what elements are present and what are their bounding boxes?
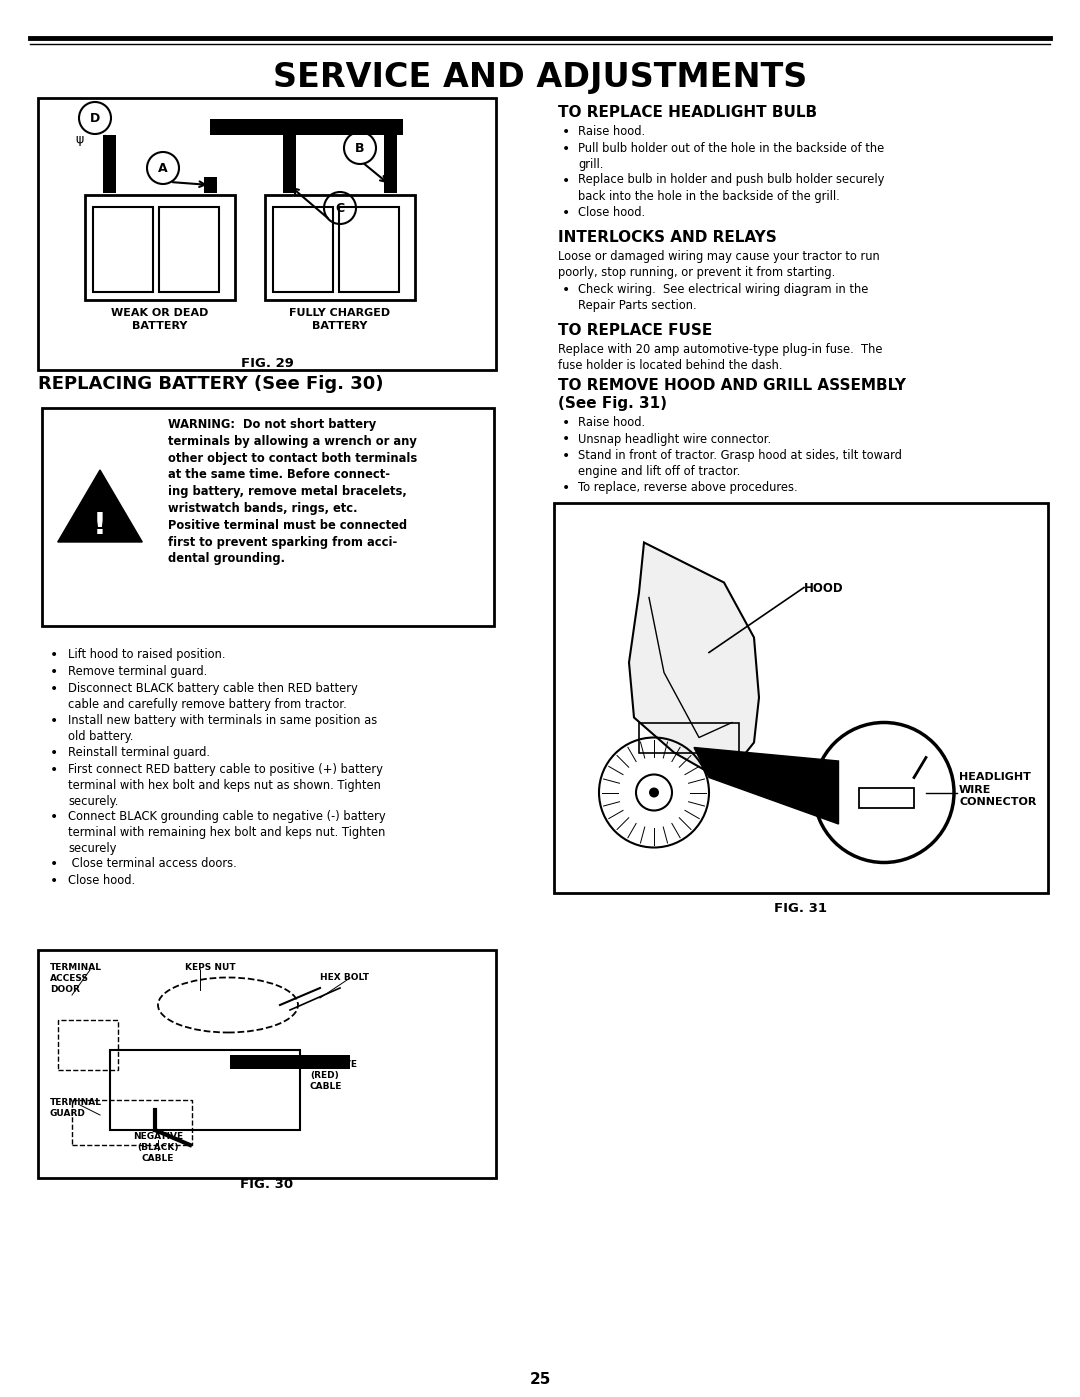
Polygon shape xyxy=(694,747,838,824)
Text: WEAK OR DEAD
BATTERY: WEAK OR DEAD BATTERY xyxy=(111,307,208,331)
Text: (See Fig. 31): (See Fig. 31) xyxy=(558,395,667,411)
Bar xyxy=(273,207,333,292)
Text: FIG. 29: FIG. 29 xyxy=(241,358,294,370)
Text: KEPS NUT: KEPS NUT xyxy=(185,963,235,972)
Text: HEADLIGHT
WIRE
CONNECTOR: HEADLIGHT WIRE CONNECTOR xyxy=(959,773,1037,807)
Text: •: • xyxy=(50,665,58,679)
Bar xyxy=(204,177,217,193)
Text: •: • xyxy=(50,648,58,662)
Text: HEX BOLT: HEX BOLT xyxy=(320,972,369,982)
Bar xyxy=(85,196,235,300)
Text: •: • xyxy=(50,875,58,888)
Text: TO REMOVE HOOD AND GRILL ASSEMBLY: TO REMOVE HOOD AND GRILL ASSEMBLY xyxy=(558,379,906,393)
Text: REPLACING BATTERY (See Fig. 30): REPLACING BATTERY (See Fig. 30) xyxy=(38,374,383,393)
Text: Unsnap headlight wire connector.: Unsnap headlight wire connector. xyxy=(578,433,771,446)
Text: NEGATIVE
(BLACK)
CABLE: NEGATIVE (BLACK) CABLE xyxy=(133,1132,184,1164)
Bar xyxy=(859,788,914,807)
Bar xyxy=(42,408,494,626)
Text: FULLY CHARGED
BATTERY: FULLY CHARGED BATTERY xyxy=(289,307,391,331)
Bar xyxy=(230,1055,350,1069)
Bar xyxy=(283,136,296,193)
Bar xyxy=(384,136,397,193)
Text: Stand in front of tractor. Grasp hood at sides, tilt toward
engine and lift off : Stand in front of tractor. Grasp hood at… xyxy=(578,448,902,478)
Text: •: • xyxy=(50,714,58,728)
Bar xyxy=(72,1099,192,1146)
Text: •: • xyxy=(562,173,570,187)
Text: D: D xyxy=(90,112,100,124)
Text: •: • xyxy=(562,141,570,155)
Bar xyxy=(265,196,415,300)
Text: Replace with 20 amp automotive-type plug-in fuse.  The
fuse holder is located be: Replace with 20 amp automotive-type plug… xyxy=(558,344,882,372)
Text: Close hood.: Close hood. xyxy=(578,205,645,218)
Text: Pull bulb holder out of the hole in the backside of the
grill.: Pull bulb holder out of the hole in the … xyxy=(578,141,885,170)
Text: Lift hood to raised position.: Lift hood to raised position. xyxy=(68,648,226,661)
Text: TERMINAL
GUARD: TERMINAL GUARD xyxy=(50,1098,102,1118)
Text: TERMINAL
ACCESS
DOOR: TERMINAL ACCESS DOOR xyxy=(50,963,102,995)
Text: POSITIVE
(RED)
CABLE: POSITIVE (RED) CABLE xyxy=(310,1060,357,1091)
Text: Connect BLACK grounding cable to negative (-) battery
terminal with remaining he: Connect BLACK grounding cable to negativ… xyxy=(68,810,386,855)
Text: WARNING:  Do not short battery
terminals by allowing a wrench or any
other objec: WARNING: Do not short battery terminals … xyxy=(168,418,417,566)
Bar xyxy=(58,1020,118,1070)
Bar xyxy=(339,207,399,292)
Text: TO REPLACE HEADLIGHT BULB: TO REPLACE HEADLIGHT BULB xyxy=(558,105,818,120)
Text: •: • xyxy=(562,481,570,495)
Circle shape xyxy=(649,788,659,798)
Polygon shape xyxy=(629,542,759,773)
Text: Replace bulb in holder and push bulb holder securely
back into the hole in the b: Replace bulb in holder and push bulb hol… xyxy=(578,173,885,203)
Bar xyxy=(554,503,1048,893)
Text: Install new battery with terminals in same position as
old battery.: Install new battery with terminals in sa… xyxy=(68,714,377,743)
Text: Raise hood.: Raise hood. xyxy=(578,124,645,138)
Text: •: • xyxy=(562,448,570,462)
Text: To replace, reverse above procedures.: To replace, reverse above procedures. xyxy=(578,481,798,495)
Text: 25: 25 xyxy=(529,1372,551,1387)
Bar xyxy=(210,119,403,136)
Bar xyxy=(103,177,116,193)
Text: Loose or damaged wiring may cause your tractor to run
poorly, stop running, or p: Loose or damaged wiring may cause your t… xyxy=(558,250,880,279)
Text: !: ! xyxy=(93,511,107,541)
Text: SERVICE AND ADJUSTMENTS: SERVICE AND ADJUSTMENTS xyxy=(273,61,807,95)
Text: •: • xyxy=(50,810,58,824)
Text: FIG. 31: FIG. 31 xyxy=(774,902,827,915)
Bar xyxy=(384,177,397,193)
Circle shape xyxy=(95,553,105,563)
Bar xyxy=(283,177,296,193)
Text: ψ: ψ xyxy=(76,134,84,147)
Text: B: B xyxy=(355,141,365,155)
Text: Disconnect BLACK battery cable then RED battery
cable and carefully remove batte: Disconnect BLACK battery cable then RED … xyxy=(68,682,357,711)
Text: •: • xyxy=(562,284,570,298)
Text: •: • xyxy=(562,416,570,430)
Text: •: • xyxy=(562,205,570,219)
Text: INTERLOCKS AND RELAYS: INTERLOCKS AND RELAYS xyxy=(558,231,777,244)
Text: Close hood.: Close hood. xyxy=(68,875,135,887)
Bar xyxy=(159,207,219,292)
Text: Remove terminal guard.: Remove terminal guard. xyxy=(68,665,207,678)
Bar xyxy=(93,207,153,292)
Text: •: • xyxy=(562,124,570,138)
Text: FIG. 30: FIG. 30 xyxy=(241,1178,294,1192)
Text: HOOD: HOOD xyxy=(804,583,843,595)
Text: +: + xyxy=(384,182,395,196)
Text: −: − xyxy=(283,182,295,196)
Bar xyxy=(639,722,739,753)
Text: Check wiring.  See electrical wiring diagram in the
Repair Parts section.: Check wiring. See electrical wiring diag… xyxy=(578,284,868,312)
Bar xyxy=(103,136,116,193)
Text: First connect RED battery cable to positive (+) battery
terminal with hex bolt a: First connect RED battery cable to posit… xyxy=(68,763,383,809)
Text: A: A xyxy=(158,162,167,175)
Text: C: C xyxy=(336,201,345,215)
Bar xyxy=(110,1051,300,1130)
Text: •: • xyxy=(50,763,58,777)
Bar xyxy=(38,98,496,370)
Text: •: • xyxy=(50,682,58,696)
Text: Close terminal access doors.: Close terminal access doors. xyxy=(68,856,237,870)
Text: Raise hood.: Raise hood. xyxy=(578,416,645,429)
Text: •: • xyxy=(50,856,58,870)
Bar xyxy=(38,950,496,1178)
Text: TO REPLACE FUSE: TO REPLACE FUSE xyxy=(558,323,712,338)
Polygon shape xyxy=(57,469,143,542)
Text: +: + xyxy=(204,182,216,196)
Text: −: − xyxy=(104,182,114,196)
Text: •: • xyxy=(50,746,58,760)
Text: •: • xyxy=(562,433,570,447)
Text: Reinstall terminal guard.: Reinstall terminal guard. xyxy=(68,746,210,759)
